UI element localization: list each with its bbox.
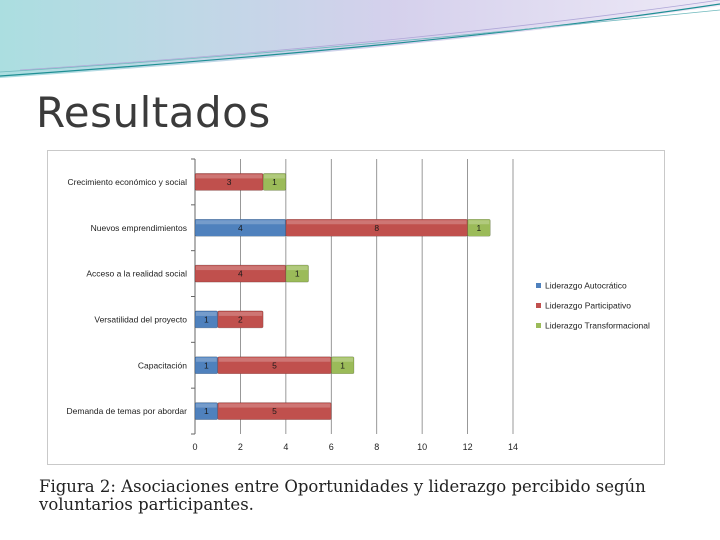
- category-label: Acceso a la realidad social: [86, 269, 187, 279]
- data-label: 8: [374, 223, 379, 233]
- data-label: 4: [238, 223, 243, 233]
- data-label: 1: [477, 223, 482, 233]
- legend-swatch: [536, 283, 541, 288]
- x-tick-label: 10: [417, 442, 427, 452]
- swoosh-line-3: [19, 0, 720, 71]
- legend-label: Liderazgo Transformacional: [545, 321, 650, 331]
- bar-highlight: [218, 357, 331, 362]
- header-swoosh-decoration: [0, 0, 720, 78]
- legend-swatch: [536, 303, 541, 308]
- data-label: 5: [272, 360, 277, 370]
- bar-highlight: [196, 266, 285, 271]
- figure-caption: Figura 2: Asociaciones entre Oportunidad…: [39, 477, 646, 514]
- data-label: 5: [272, 406, 277, 416]
- bar-highlight: [286, 266, 308, 271]
- data-label: 1: [272, 177, 277, 187]
- swoosh-line-1: [0, 3, 720, 77]
- bar-highlight: [286, 220, 467, 225]
- x-tick-label: 4: [283, 442, 288, 452]
- bar-segment: [217, 402, 332, 420]
- data-label: 2: [238, 314, 243, 324]
- bar-segment: [467, 218, 491, 237]
- category-label: Crecimiento económico y social: [67, 177, 187, 187]
- chart-frame: 0 2 4 6 8 10 12 14 Crecimiento económico y socia…: [47, 150, 665, 465]
- bar-highlight: [218, 403, 331, 408]
- bar-highlight: [196, 174, 263, 179]
- category-label: Nuevos emprendimientos: [91, 223, 187, 233]
- data-label: 1: [204, 360, 209, 370]
- bar-highlight: [196, 357, 217, 362]
- x-tick-label: 14: [508, 442, 518, 452]
- legend-label: Liderazgo Participativo: [545, 301, 631, 311]
- bar-highlight: [332, 357, 353, 362]
- x-tick-label: 12: [463, 442, 473, 452]
- data-label: 1: [204, 314, 209, 324]
- data-label: 1: [204, 406, 209, 416]
- bar-highlight: [264, 174, 285, 179]
- swoosh-line-2: [0, 9, 720, 73]
- data-label: 4: [238, 269, 243, 279]
- x-tick-label: 2: [238, 442, 243, 452]
- bar-segment: [330, 356, 355, 375]
- x-tick-label: 0: [192, 442, 197, 452]
- data-label: 3: [227, 177, 232, 187]
- swoosh-band: [0, 0, 720, 78]
- bar-highlight: [196, 403, 217, 408]
- bar-highlight: [218, 311, 263, 316]
- bar-highlight: [468, 220, 490, 225]
- category-label: Demanda de temas por abordar: [67, 406, 188, 416]
- category-label: Versatilidad del proyecto: [94, 314, 187, 324]
- data-label: 1: [295, 269, 300, 279]
- x-tick-label: 8: [374, 442, 379, 452]
- bar-highlight: [196, 311, 217, 316]
- slide-title: Resultados: [36, 88, 271, 137]
- data-label: 1: [340, 360, 345, 370]
- bar-segment: [217, 310, 264, 329]
- bar-segment: [285, 264, 309, 283]
- bar-segment: [262, 173, 287, 191]
- legend-swatch: [536, 323, 541, 328]
- bar-highlight: [196, 220, 285, 225]
- x-tick-label: 6: [329, 442, 334, 452]
- bar-segment: [285, 218, 468, 237]
- legend-label: Liderazgo Autocrático: [545, 281, 627, 291]
- category-label: Capacitación: [138, 360, 187, 370]
